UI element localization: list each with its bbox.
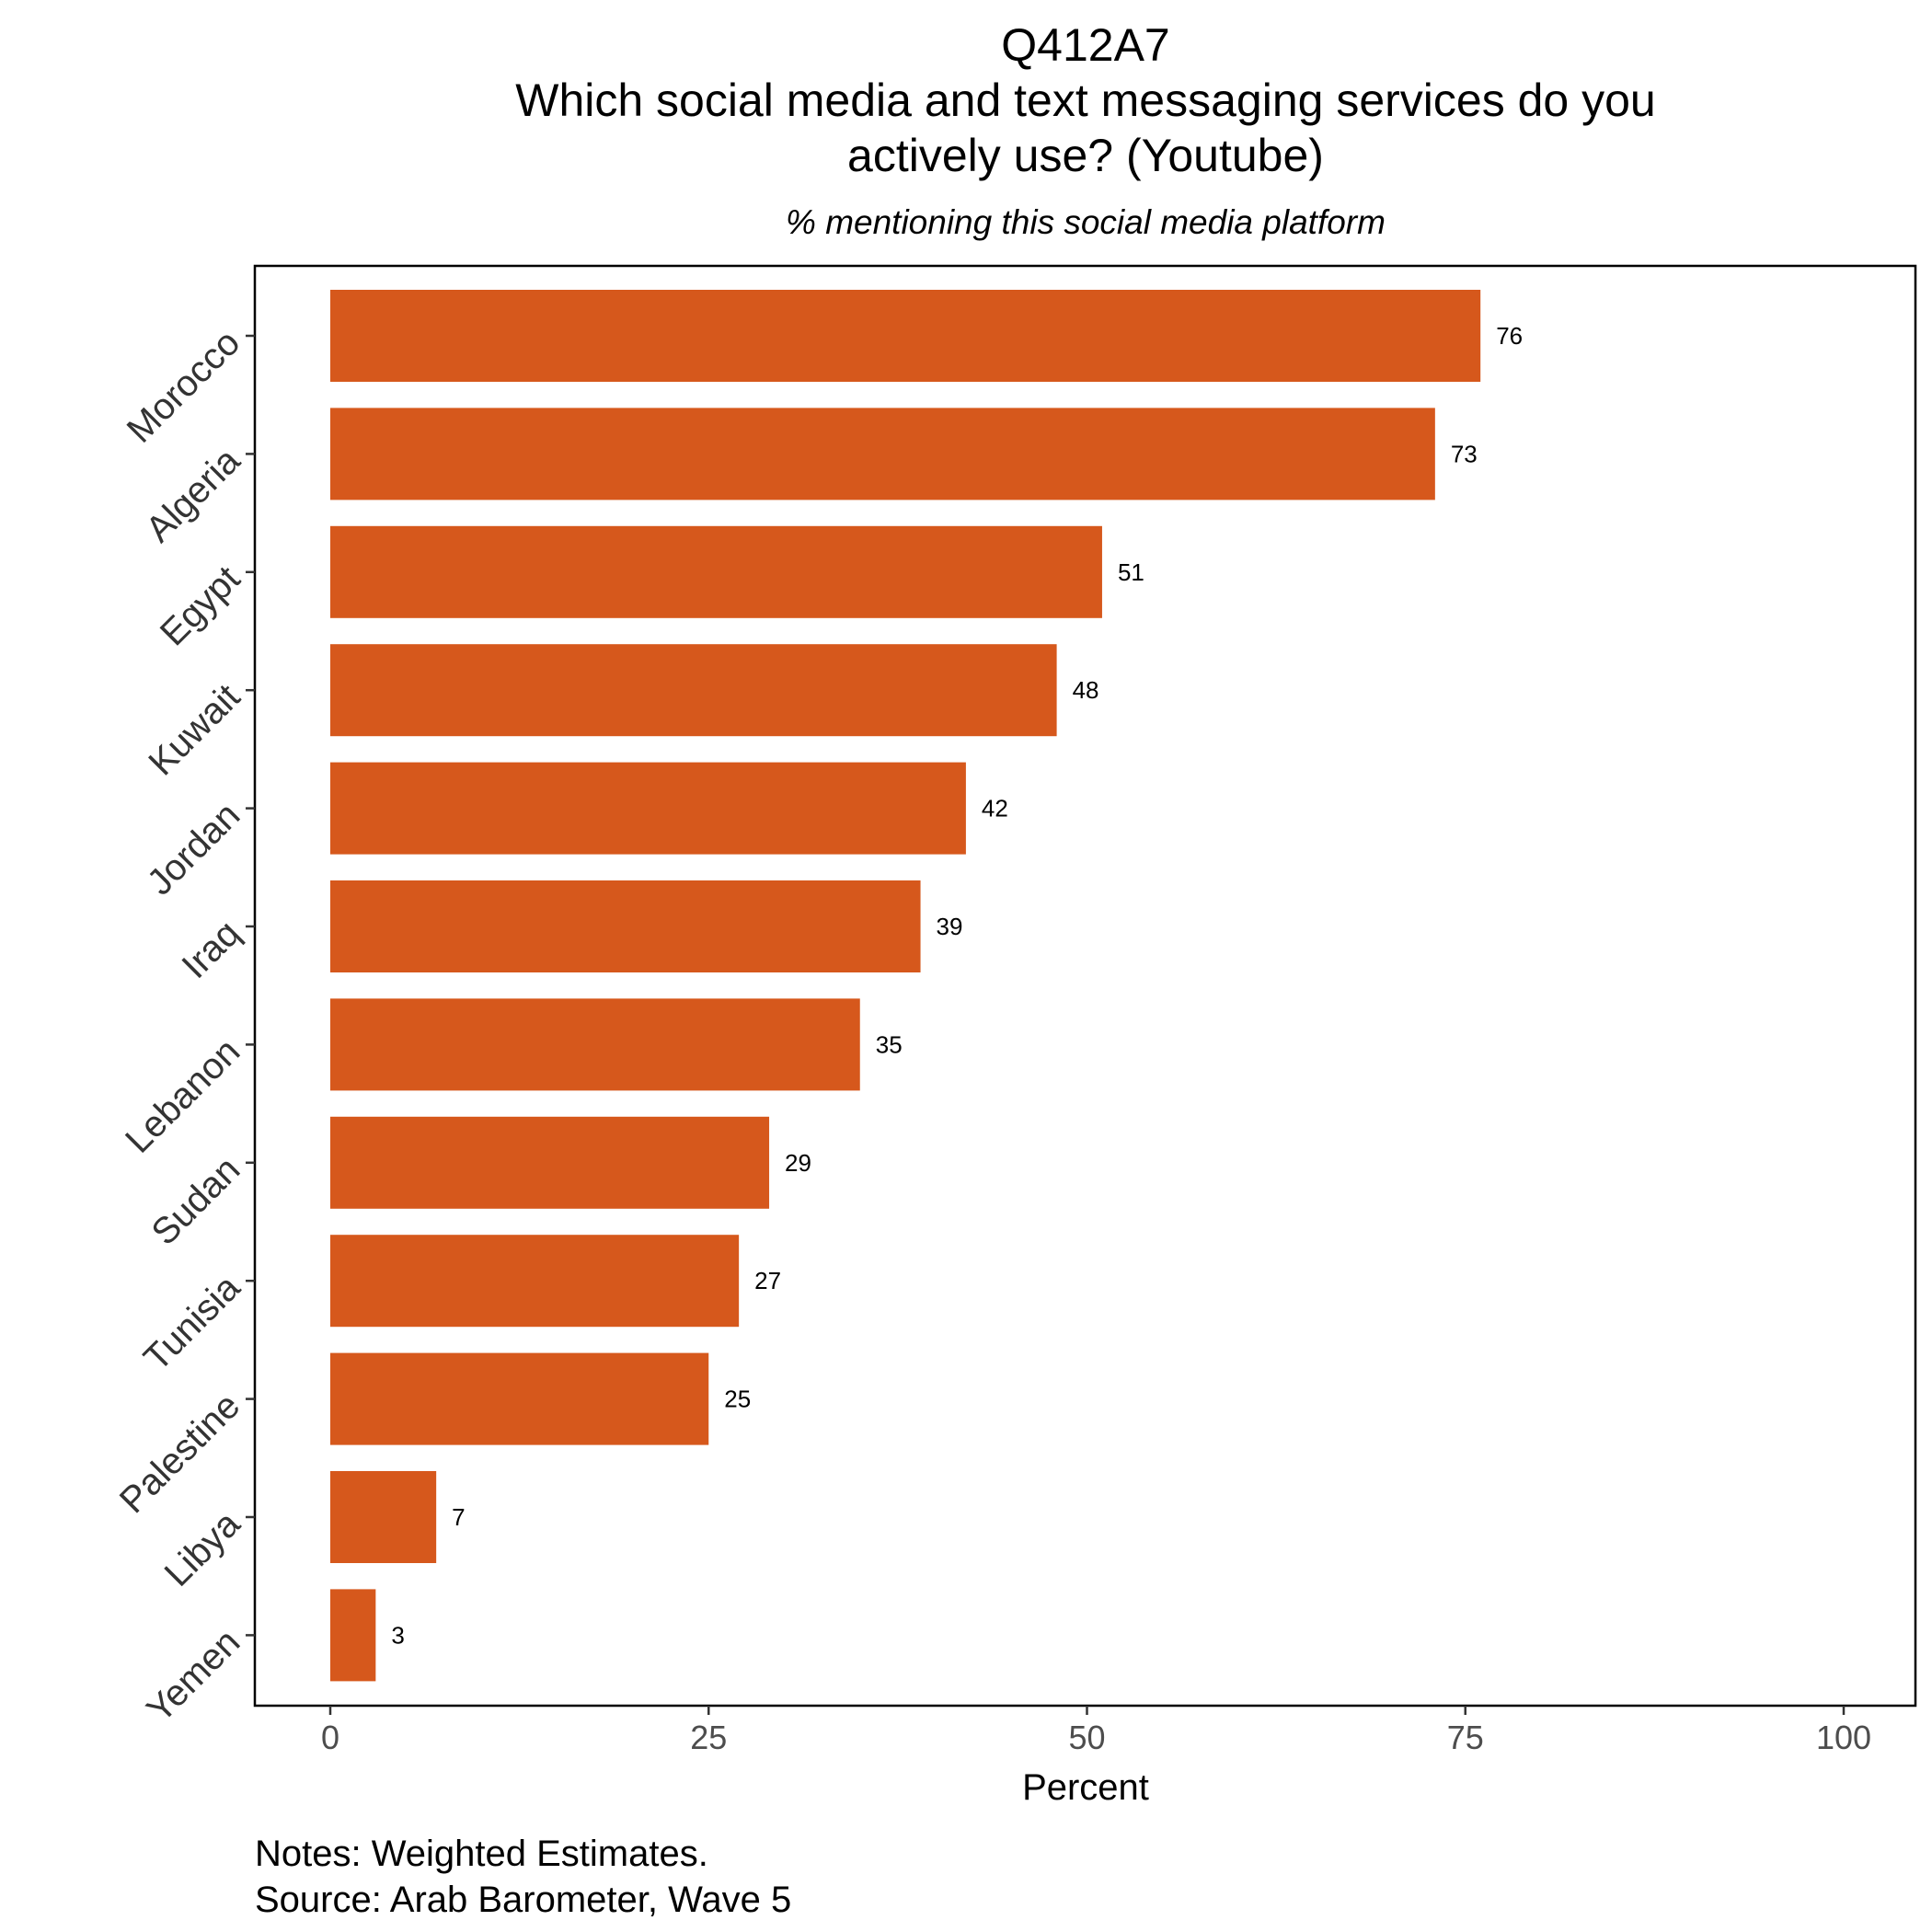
chart-title-line-2: Which social media and text messaging se… bbox=[515, 75, 1655, 126]
chart-title-line-1: Q412A7 bbox=[1001, 19, 1169, 71]
y-tick-label: Morocco bbox=[120, 322, 248, 451]
y-tick-label: Kuwait bbox=[141, 676, 247, 783]
y-tick-label: Jordan bbox=[140, 795, 248, 903]
data-label-tunisia: 27 bbox=[754, 1267, 781, 1294]
bar-palestine bbox=[330, 1352, 709, 1445]
y-tick-label: Lebanon bbox=[118, 1031, 247, 1161]
data-label-libya: 7 bbox=[452, 1503, 465, 1531]
chart-title: Q412A7 Which social media and text messa… bbox=[515, 19, 1655, 181]
y-tick-label: Sudan bbox=[144, 1149, 247, 1253]
chart-subtitle: % mentioning this social media platform bbox=[786, 203, 1386, 241]
x-tick-label: 25 bbox=[690, 1719, 727, 1756]
y-tick-label: Yemen bbox=[139, 1622, 247, 1731]
bar-yemen bbox=[330, 1589, 376, 1682]
y-tick-label: Algeria bbox=[138, 440, 248, 550]
data-label-iraq: 39 bbox=[937, 913, 963, 940]
y-tick-label: Palestine bbox=[112, 1386, 247, 1521]
data-label-algeria: 73 bbox=[1451, 440, 1478, 467]
bar-kuwait bbox=[330, 644, 1057, 737]
bar-lebanon bbox=[330, 998, 860, 1091]
bar-algeria bbox=[330, 408, 1435, 500]
data-label-yemen: 3 bbox=[391, 1621, 404, 1649]
y-tick-label: Libya bbox=[157, 1503, 248, 1594]
caption-notes: Notes: Weighted Estimates. bbox=[255, 1834, 708, 1874]
x-tick-label: 0 bbox=[321, 1719, 339, 1756]
bar-tunisia bbox=[330, 1235, 740, 1328]
x-axis-title: Percent bbox=[1022, 1767, 1149, 1808]
plot-panel-border bbox=[253, 264, 1917, 1708]
bar-jordan bbox=[330, 762, 966, 855]
data-label-morocco: 76 bbox=[1496, 322, 1523, 350]
bar-iraq bbox=[330, 880, 921, 972]
x-tick-label: 100 bbox=[1816, 1719, 1871, 1756]
bar-libya bbox=[330, 1471, 437, 1563]
x-tick-label: 75 bbox=[1447, 1719, 1484, 1756]
x-tick-label: 50 bbox=[1068, 1719, 1105, 1756]
data-label-lebanon: 35 bbox=[876, 1030, 903, 1058]
data-label-kuwait: 48 bbox=[1073, 676, 1099, 704]
data-label-egypt: 51 bbox=[1118, 558, 1144, 586]
chart-title-line-3: actively use? (Youtube) bbox=[847, 130, 1324, 181]
data-label-palestine: 25 bbox=[724, 1386, 751, 1413]
caption-source: Source: Arab Barometer, Wave 5 bbox=[255, 1880, 791, 1920]
bar-morocco bbox=[330, 290, 1481, 382]
y-tick-label: Iraq bbox=[175, 913, 248, 986]
x-axis: 0 25 50 75 100 bbox=[321, 1706, 1871, 1756]
bar-sudan bbox=[330, 1116, 770, 1209]
bar-egypt bbox=[330, 525, 1102, 618]
data-label-jordan: 42 bbox=[982, 795, 1008, 822]
chart-caption: Notes: Weighted Estimates. Source: Arab … bbox=[255, 1834, 791, 1920]
data-label-sudan: 29 bbox=[785, 1149, 811, 1177]
y-tick-label: Tunisia bbox=[136, 1267, 248, 1379]
y-tick-label: Egypt bbox=[153, 558, 247, 653]
bars-layer bbox=[330, 290, 1481, 1682]
